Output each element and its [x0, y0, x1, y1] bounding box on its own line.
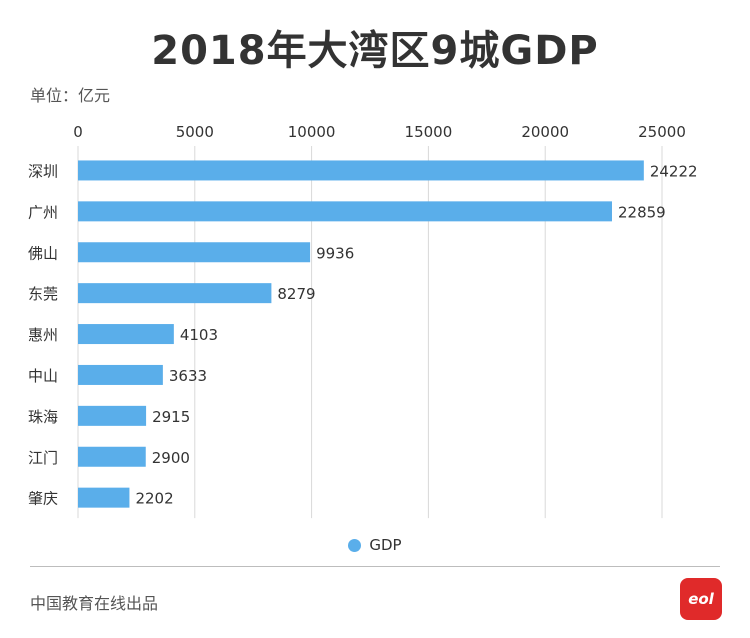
- bar: [78, 364, 163, 385]
- footer-source: 中国教育在线出品: [30, 594, 159, 613]
- bar: [78, 487, 130, 508]
- legend-swatch: [348, 538, 362, 552]
- data-label: 22859: [618, 203, 666, 221]
- logo-text: eol: [688, 590, 714, 608]
- category-label: 惠州: [28, 326, 58, 344]
- category-label: 珠海: [28, 408, 58, 426]
- data-label: 2202: [135, 490, 173, 508]
- x-tick-label: 25000: [638, 123, 686, 141]
- bar: [78, 201, 612, 222]
- legend: GDP: [0, 536, 750, 554]
- data-label: 3633: [169, 367, 207, 385]
- category-label: 江门: [28, 449, 58, 467]
- category-label: 中山: [28, 367, 58, 385]
- legend-label: GDP: [369, 536, 402, 554]
- eol-logo: eol: [680, 578, 722, 620]
- chart-title: 2018年大湾区9城GDP: [151, 28, 599, 74]
- bar: [78, 242, 311, 263]
- data-label: 24222: [650, 162, 698, 180]
- data-label: 2915: [152, 408, 190, 426]
- x-tick-label: 15000: [405, 123, 453, 141]
- bar: [78, 324, 174, 345]
- category-label: 广州: [28, 203, 58, 221]
- category-label: 肇庆: [28, 490, 58, 508]
- bar: [78, 160, 644, 181]
- data-label: 9936: [316, 244, 354, 262]
- data-label: 8279: [277, 285, 315, 303]
- data-label: 4103: [180, 326, 218, 344]
- category-label: 东莞: [28, 285, 58, 303]
- bar: [78, 283, 272, 304]
- x-tick-label: 5000: [176, 123, 214, 141]
- category-label: 佛山: [28, 244, 58, 262]
- unit-label: 单位：亿元: [30, 86, 111, 105]
- bar: [78, 446, 146, 467]
- bar-chart: 0 5000 10000 15000 20000 25000 深圳 24222 广州 22859 佛…: [28, 123, 698, 519]
- x-tick-label: 10000: [288, 123, 336, 141]
- footer-divider: [30, 566, 720, 567]
- x-tick-label: 0: [73, 123, 83, 141]
- category-label: 深圳: [28, 162, 58, 180]
- bar: [78, 405, 147, 426]
- x-tick-label: 20000: [521, 123, 569, 141]
- data-label: 2900: [152, 449, 190, 467]
